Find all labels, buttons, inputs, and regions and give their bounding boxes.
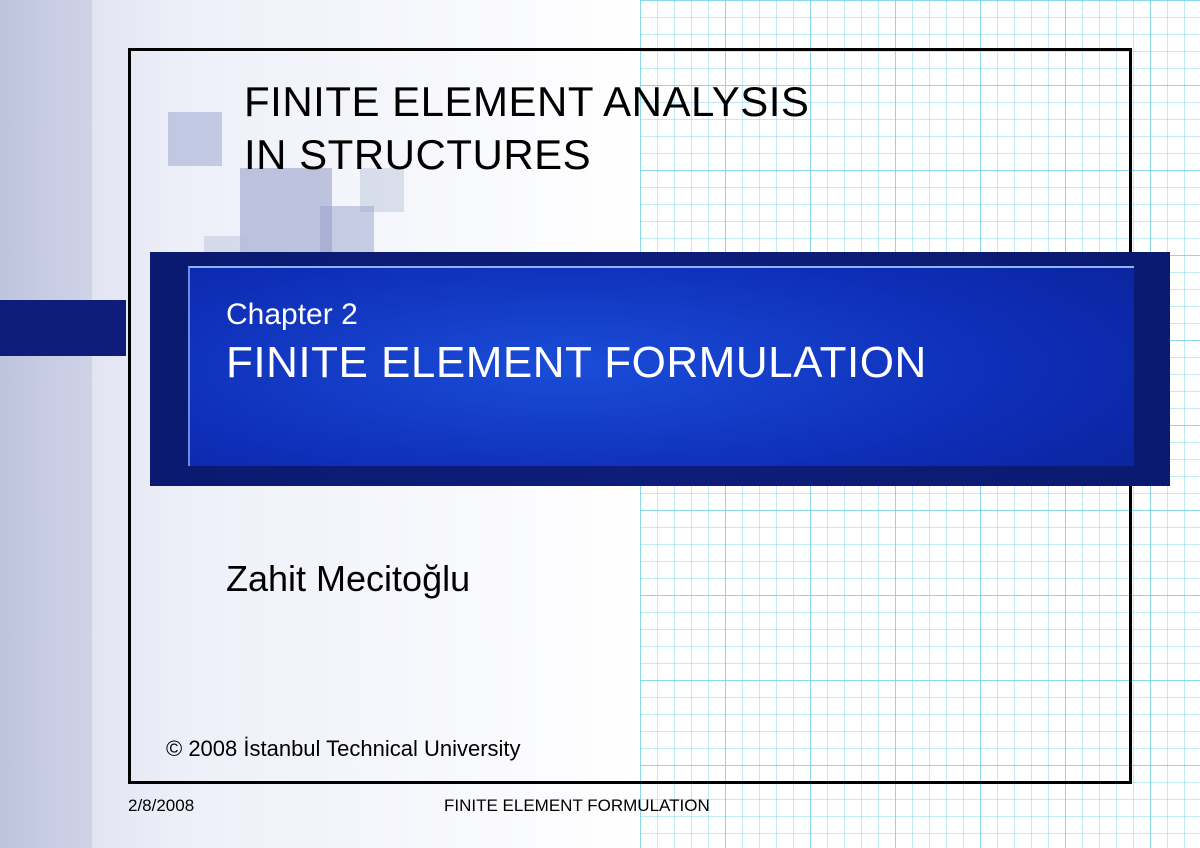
left-accent-bar <box>0 0 92 848</box>
footer-title: FINITE ELEMENT FORMULATION <box>444 796 710 816</box>
deco-block <box>168 112 222 166</box>
copyright-line: © 2008 İstanbul Technical University <box>166 736 521 762</box>
slide-page: FINITE ELEMENT ANALYSIS IN STRUCTURES Ch… <box>0 0 1200 848</box>
deco-block <box>240 168 332 260</box>
footer-date: 2/8/2008 <box>128 796 194 816</box>
chapter-subtitle: FINITE ELEMENT FORMULATION <box>226 338 927 388</box>
course-title-line1: FINITE ELEMENT ANALYSIS <box>244 78 809 125</box>
course-title-line2: IN STRUCTURES <box>244 131 591 178</box>
author-name: Zahit Mecitoğlu <box>226 558 470 600</box>
left-navy-chunk <box>0 300 126 356</box>
chapter-label: Chapter 2 <box>226 298 358 332</box>
course-title: FINITE ELEMENT ANALYSIS IN STRUCTURES <box>244 76 809 181</box>
